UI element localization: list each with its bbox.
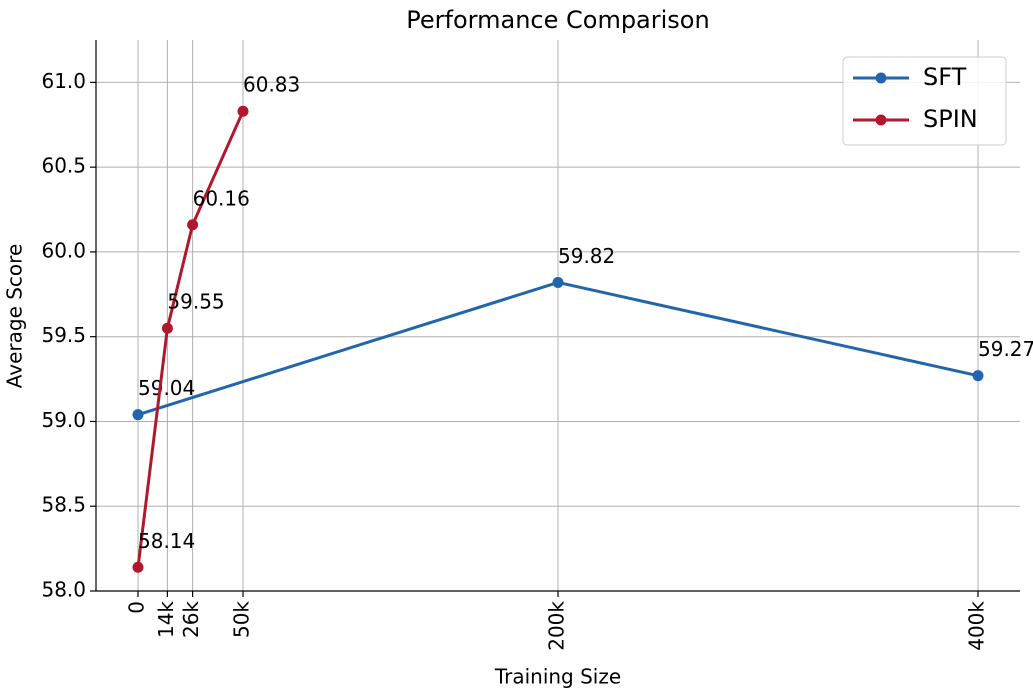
data-label: 59.82 — [558, 244, 615, 268]
x-tick-label: 26k — [179, 601, 203, 638]
y-tick-label: 61.0 — [41, 69, 86, 93]
x-axis-label: Training Size — [494, 665, 621, 689]
data-point — [237, 105, 249, 117]
y-tick-label: 59.0 — [41, 408, 86, 432]
data-label: 59.55 — [167, 290, 224, 314]
y-tick-label: 58.0 — [41, 578, 86, 602]
x-tick-label: 200k — [545, 601, 569, 651]
chart-title: Performance Comparison — [406, 6, 709, 34]
data-point — [187, 219, 199, 231]
legend-marker — [875, 72, 887, 84]
data-label: 60.16 — [193, 186, 250, 210]
y-tick-label: 60.5 — [41, 154, 86, 178]
y-tick-label: 59.5 — [41, 323, 86, 347]
x-tick-label: 400k — [965, 601, 989, 651]
data-label: 58.14 — [138, 529, 195, 553]
data-label: 59.27 — [978, 337, 1033, 361]
y-tick-label: 58.5 — [41, 493, 86, 517]
y-axis-label: Average Score — [3, 244, 27, 389]
legend-label: SFT — [923, 63, 967, 91]
x-tick-label: 50k — [230, 601, 254, 638]
x-tick-label: 0 — [125, 601, 149, 614]
data-point — [972, 370, 984, 382]
data-point — [132, 561, 144, 573]
y-tick-label: 60.0 — [41, 238, 86, 262]
data-point — [132, 409, 144, 421]
data-point — [161, 322, 173, 334]
series-line — [136, 110, 245, 568]
legend-label: SPIN — [923, 105, 978, 133]
x-tick-label: 14k — [154, 601, 178, 638]
data-label: 60.83 — [243, 73, 300, 97]
legend-marker — [875, 114, 887, 126]
data-label: 59.04 — [138, 376, 195, 400]
data-point — [552, 276, 564, 288]
